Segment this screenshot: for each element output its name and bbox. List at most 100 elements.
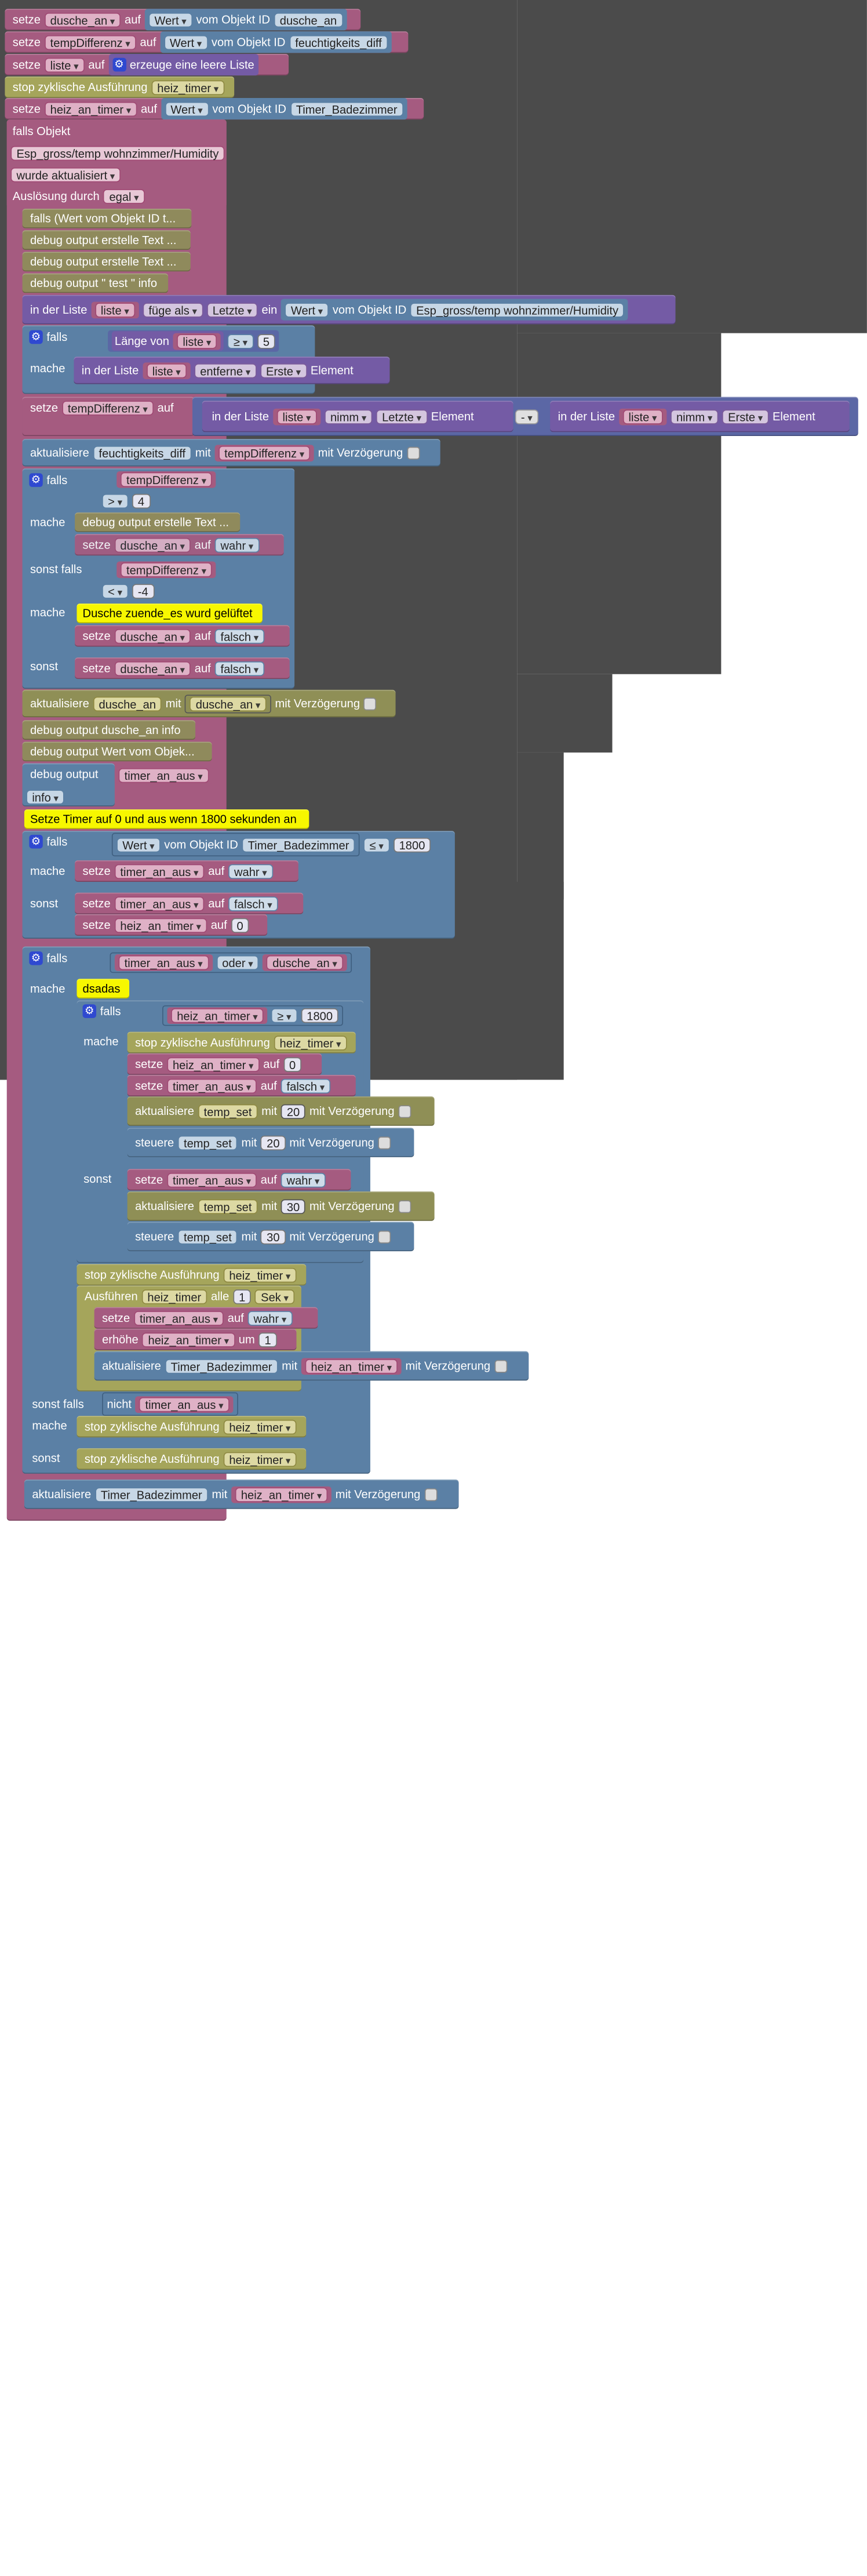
- gear-icon[interactable]: ⚙: [29, 951, 43, 965]
- log-level-dropdown[interactable]: info: [26, 789, 64, 804]
- operator-dropdown[interactable]: ≥: [227, 333, 254, 348]
- variable-dropdown[interactable]: timer_an_aus: [166, 1172, 257, 1187]
- list-mode-dropdown[interactable]: entferne: [194, 363, 257, 378]
- variable-dropdown[interactable]: timer_an_aus: [139, 1397, 230, 1412]
- checkbox-icon[interactable]: [378, 1230, 391, 1243]
- variable-dropdown[interactable]: dusche_an: [44, 12, 121, 27]
- comment-block[interactable]: dsadas: [76, 979, 130, 999]
- timer-dropdown[interactable]: heiz_timer: [223, 1419, 297, 1434]
- set-variable-block[interactable]: setze dusche_an auf Wert vom Objekt ID d…: [5, 9, 361, 31]
- object-id-field[interactable]: Esp_gross/temp wohnzimmer/Humidity: [10, 145, 225, 161]
- gear-icon[interactable]: ⚙: [112, 57, 126, 72]
- object-id-field[interactable]: temp_set: [177, 1229, 238, 1244]
- list-where-dropdown[interactable]: Letzte: [376, 409, 428, 424]
- boolean-dropdown[interactable]: falsch: [228, 896, 278, 911]
- boolean-dropdown[interactable]: wahr: [228, 863, 273, 879]
- collapsed-debug-block[interactable]: debug output Wert vom Objek...: [22, 742, 212, 762]
- variable-dropdown[interactable]: heiz_an_timer: [114, 917, 207, 933]
- variable-dropdown[interactable]: heiz_an_timer: [166, 1056, 260, 1072]
- gear-icon[interactable]: ⚙: [29, 330, 43, 344]
- boolean-dropdown[interactable]: falsch: [280, 1078, 331, 1093]
- boolean-dropdown[interactable]: wahr: [214, 537, 260, 553]
- get-object-value-block[interactable]: Wert vom Objekt ID Timer_Badezimmer: [111, 833, 360, 857]
- collapsed-debug-block[interactable]: debug output erstelle Text ...: [75, 512, 241, 532]
- list-mode-dropdown[interactable]: füge als: [143, 302, 203, 317]
- list-where-dropdown[interactable]: Erste: [260, 363, 307, 378]
- attribute-dropdown[interactable]: Wert: [148, 12, 192, 27]
- set-variable-block[interactable]: setze timer_an_aus auf wahr: [127, 1169, 351, 1191]
- set-variable-block[interactable]: setze timer_an_aus auf wahr: [94, 1307, 318, 1329]
- number-field[interactable]: 0: [231, 917, 249, 933]
- boolean-dropdown[interactable]: falsch: [214, 660, 265, 676]
- unit-dropdown[interactable]: Sek: [255, 1289, 295, 1304]
- variable-dropdown[interactable]: liste: [177, 333, 217, 348]
- object-id-field[interactable]: temp_set: [177, 1135, 238, 1150]
- set-variable-block[interactable]: setze dusche_an auf wahr: [75, 534, 284, 556]
- collapsed-if-block[interactable]: falls (Wert vom Objekt ID t...: [22, 208, 192, 228]
- control-state-block[interactable]: steuere temp_set mit 30 mit Verzögerung: [127, 1222, 414, 1252]
- get-object-value-block[interactable]: Wert vom Objekt ID Esp_gross/temp wohnzi…: [281, 299, 628, 321]
- variable-dropdown[interactable]: dusche_an: [114, 660, 191, 676]
- operator-dropdown[interactable]: >: [102, 493, 129, 508]
- update-state-block[interactable]: aktualisiere Timer_Badezimmer mit heiz_a…: [94, 1351, 529, 1381]
- object-id-field[interactable]: Esp_gross/temp wohnzimmer/Humidity: [410, 302, 625, 317]
- get-object-value-block[interactable]: Wert vom Objekt ID Timer_Badezimmer: [161, 98, 407, 120]
- gear-icon[interactable]: ⚙: [82, 1004, 97, 1018]
- logic-operation-block[interactable]: timer_an_aus oder dusche_an: [110, 951, 352, 973]
- timer-dropdown[interactable]: heiz_timer: [151, 79, 225, 95]
- variable-dropdown[interactable]: dusche_an: [114, 628, 191, 644]
- number-field[interactable]: 5: [257, 333, 276, 348]
- operator-dropdown[interactable]: oder: [216, 954, 259, 970]
- create-empty-list-block[interactable]: ⚙ erzeuge eine leere Liste: [108, 53, 258, 76]
- object-id-field[interactable]: Timer_Badezimmer: [290, 101, 403, 117]
- update-state-block[interactable]: aktualisiere temp_set mit 30 mit Verzöge…: [127, 1191, 435, 1221]
- get-object-value-block[interactable]: Wert vom Objekt ID dusche_an: [144, 9, 347, 31]
- comment-block[interactable]: Setze Timer auf 0 und aus wenn 1800 seku…: [24, 809, 309, 829]
- increment-block[interactable]: erhöhe heiz_an_timer um 1: [94, 1328, 297, 1350]
- variable-dropdown[interactable]: dusche_an: [190, 696, 267, 711]
- variable-dropdown[interactable]: heiz_an_timer: [44, 101, 137, 117]
- object-id-field[interactable]: feuchtigkeits_diff: [93, 445, 192, 460]
- number-field[interactable]: 1: [233, 1289, 252, 1304]
- logic-not-block[interactable]: nicht timer_an_aus: [102, 1392, 238, 1416]
- update-state-block[interactable]: aktualisiere Timer_Badezimmer mit heiz_a…: [24, 1479, 459, 1509]
- list-remove-block[interactable]: in der Liste liste entferne Erste Elemen…: [74, 357, 390, 384]
- attribute-dropdown[interactable]: Wert: [285, 302, 329, 317]
- comment-block[interactable]: Dusche zuende_es wurd gelüftet: [76, 604, 263, 623]
- timer-dropdown[interactable]: heiz_timer: [223, 1267, 297, 1282]
- list-get-block[interactable]: in der Liste liste nimm Letzte Element: [202, 401, 513, 433]
- variable-dropdown[interactable]: dusche_an: [267, 954, 343, 970]
- update-state-block[interactable]: aktualisiere dusche_an mit dusche_an mit…: [22, 689, 396, 718]
- gear-icon[interactable]: ⚙: [29, 473, 43, 487]
- collapsed-debug-block[interactable]: debug output erstelle Text ...: [22, 252, 191, 272]
- list-get-block[interactable]: in der Liste liste nimm Erste Element: [550, 401, 850, 433]
- trigger-type-dropdown[interactable]: wurde aktualisiert: [10, 167, 121, 182]
- attribute-dropdown[interactable]: Wert: [165, 101, 209, 117]
- variable-dropdown[interactable]: timer_an_aus: [118, 954, 209, 970]
- variable-dropdown[interactable]: heiz_an_timer: [305, 1358, 398, 1374]
- update-state-block[interactable]: aktualisiere feuchtigkeits_diff mit temp…: [22, 439, 440, 467]
- list-mode-dropdown[interactable]: nimm: [324, 409, 373, 424]
- control-state-block[interactable]: steuere temp_set mit 20 mit Verzögerung: [127, 1128, 414, 1157]
- arithmetic-block[interactable]: in der Liste liste nimm Letzte Element -…: [192, 397, 858, 437]
- compare-block[interactable]: Länge von liste ≥ 5: [108, 330, 279, 352]
- object-id-field[interactable]: dusche_an: [274, 12, 343, 27]
- object-id-field[interactable]: Timer_Badezimmer: [94, 1487, 208, 1502]
- list-mode-dropdown[interactable]: nimm: [670, 409, 719, 424]
- collapsed-debug-block[interactable]: debug output erstelle Text ...: [22, 230, 191, 250]
- variable-dropdown[interactable]: timer_an_aus: [114, 863, 205, 879]
- object-id-field[interactable]: Timer_Badezimmer: [165, 1358, 278, 1374]
- timer-dropdown[interactable]: heiz_timer: [223, 1451, 297, 1467]
- attribute-dropdown[interactable]: Wert: [116, 837, 161, 852]
- variable-dropdown[interactable]: liste: [94, 302, 135, 317]
- object-id-field[interactable]: temp_set: [198, 1103, 258, 1119]
- compare-block[interactable]: heiz_an_timer ≥ 1800: [162, 1005, 344, 1026]
- set-variable-block[interactable]: setze tempDifferenz auf: [22, 397, 195, 437]
- trigger-source-dropdown[interactable]: egal: [103, 188, 145, 204]
- list-insert-block[interactable]: in der Liste liste füge als Letzte ein W…: [22, 295, 676, 325]
- number-field[interactable]: 4: [132, 493, 151, 508]
- operator-dropdown[interactable]: <: [102, 583, 129, 598]
- boolean-dropdown[interactable]: wahr: [280, 1172, 326, 1187]
- checkbox-icon[interactable]: [494, 1359, 507, 1372]
- set-variable-block[interactable]: setze liste auf ⚙ erzeuge eine leere Lis…: [5, 53, 289, 76]
